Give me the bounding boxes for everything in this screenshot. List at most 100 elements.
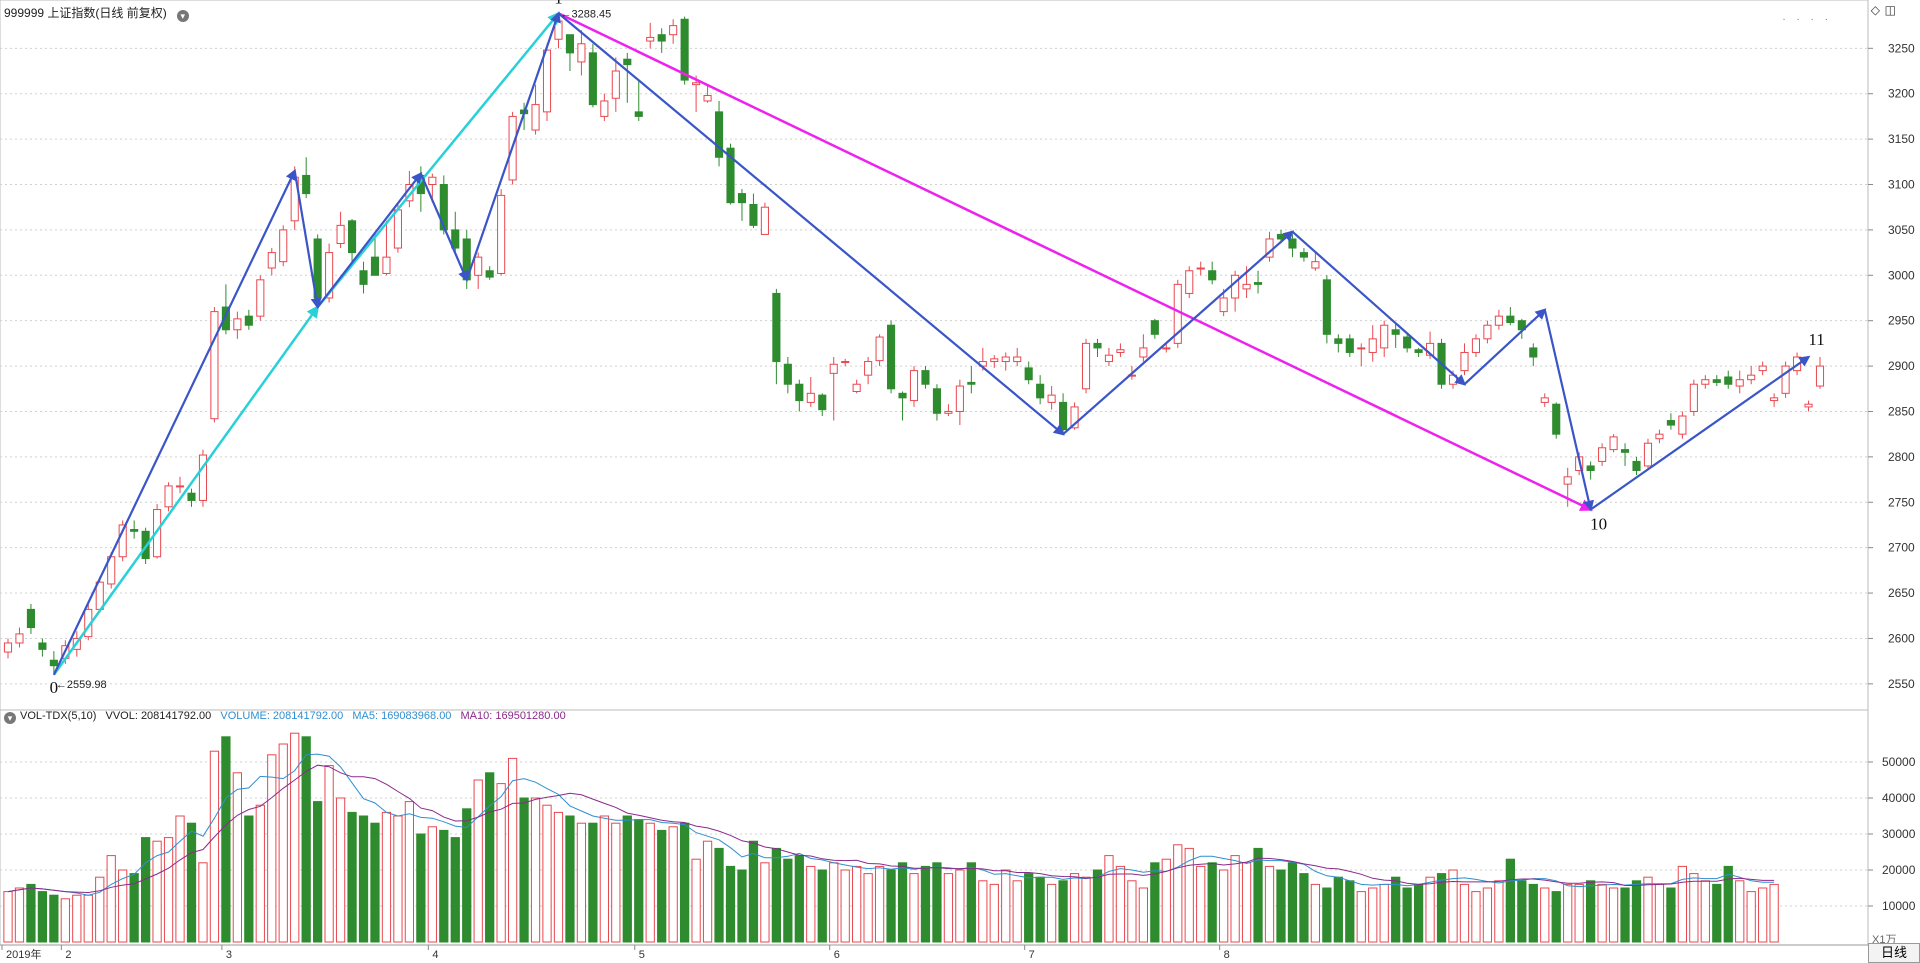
volume-bar [95,876,105,943]
candle-body [1345,338,1354,353]
volume-bar [725,865,736,943]
volume-bar [14,887,25,943]
candle-body [1288,238,1297,249]
candle-body [955,385,964,412]
diamond-icon[interactable]: ◇ [1870,3,1880,17]
volume-bar [163,837,174,943]
candle-body [1563,476,1572,485]
candle-body [118,524,127,558]
price-tick-label: 3250 [1888,41,1915,55]
candle-body [1483,324,1492,340]
volume-bar [1505,858,1515,943]
magenta-trend-line [557,12,1593,511]
candle-body [1678,415,1687,435]
candle-body [887,324,896,390]
volume-bar [313,801,323,943]
candle-body [1701,379,1710,385]
volume-bar [668,826,678,943]
month-label: 5 [639,949,645,961]
month-axis: 2019年 2 3 4 5 6 7 8 [0,944,1868,961]
volume-bar [989,883,999,943]
volume-bar [26,883,36,943]
candle-body [531,104,540,131]
volume-bar [943,873,954,943]
volume-bar [932,862,942,943]
candle-body [909,370,919,402]
candle-body [1552,403,1561,435]
volume-bar [496,783,506,943]
volume-bar [186,822,197,943]
volume-bar [748,840,759,943]
wave-arrow [1291,230,1467,386]
chart-title[interactable]: 999999 上证指数(日线 前复权) ▾ [4,4,195,22]
legend-dots: · · · · [1782,14,1832,25]
volume-bar [530,797,541,943]
wave-arrow [52,168,296,676]
volume-bar [1563,883,1573,943]
candle-body [680,18,689,81]
volume-bar [1322,887,1332,943]
volume-bar [1574,883,1584,943]
candle-body [1724,376,1733,385]
chevron-down-icon[interactable]: ▾ [176,10,189,22]
volume-tick-label: 20000 [1882,863,1916,877]
candle-body [1139,347,1148,358]
volume-bar [1219,869,1229,943]
candle-body [898,392,907,399]
volume-bar [771,847,782,943]
volume-bar [1413,883,1424,943]
period-button[interactable]: 日线 [1868,943,1920,963]
volume-bar [783,858,793,943]
window-icon[interactable]: ◫ [1884,3,1896,17]
candle-body [38,642,47,650]
volume-bar [1368,887,1378,943]
chevron-down-icon[interactable]: ▾ [4,712,16,724]
low-price-label: ←2559.98 [56,679,107,691]
volume-bar [794,855,804,943]
volume-bar [358,815,369,943]
volume-tick-label: 50000 [1882,755,1916,769]
month-label: 6 [834,949,840,961]
volume-bar [439,829,449,943]
candle-body [244,315,253,326]
candle-body [1311,261,1320,269]
candle-body [1758,365,1767,372]
volume-bar [1150,862,1160,943]
volume-bar [1196,865,1206,943]
volume-bar [852,865,862,943]
candle-body [1586,465,1595,471]
month-label: 7 [1029,949,1035,961]
wave-overlays[interactable] [52,11,1811,676]
volume-bar [1024,873,1034,943]
volume-bar [370,822,380,943]
candle-body [692,82,701,86]
volume-bar [1551,891,1561,943]
candle-body [600,100,609,117]
candle-body [634,111,643,117]
volume-bar [1402,887,1412,943]
candle-body [1781,365,1790,394]
volume-bar [680,822,690,943]
candle-body [829,363,838,374]
candle-body [749,203,758,226]
volume-bar [1253,847,1263,943]
vvol-value: VVOL: 208141792.00 [105,710,212,722]
candle-body [210,311,219,420]
volume-bar [152,840,162,943]
candle-body [1036,383,1045,399]
volume-bar [886,869,896,943]
volume-bar [1482,887,1493,943]
volume-bar [427,826,437,943]
candle-body [1104,354,1114,363]
candle-body [565,34,575,54]
candle-body [669,25,678,36]
volume-bar [897,862,908,943]
volume-bar [1689,873,1699,943]
candle-body [1735,379,1744,387]
volume-bar [1494,880,1504,943]
volume-bar [1069,873,1080,943]
volume-bar [1391,876,1401,943]
candle-body [1013,356,1022,363]
volume-bar [657,829,667,943]
